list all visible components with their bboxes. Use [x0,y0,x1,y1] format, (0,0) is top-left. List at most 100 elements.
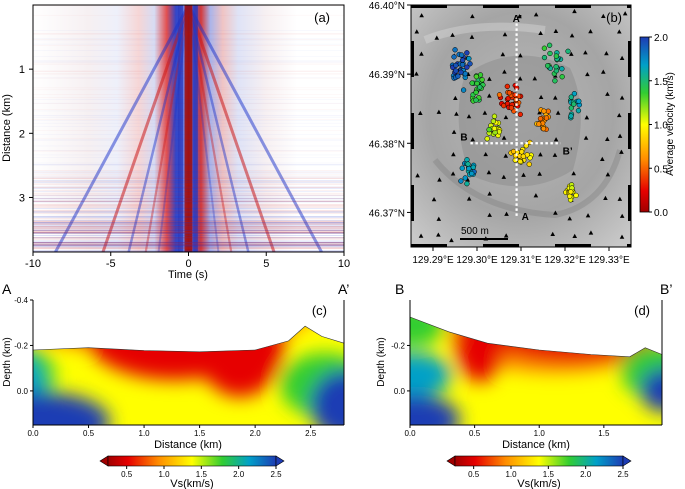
b-ytick-label: 46.40°N [369,1,405,12]
station-marker [585,213,591,218]
station-marker [569,51,574,56]
station-marker [466,196,472,201]
c-colorbar-tick-label: 2.5 [270,470,282,479]
panel-a: -10 -5 0 5 10 1 2 3 (a) Time (s) Distance (km) [1,4,350,281]
vs-colorbar-c [107,455,277,467]
panel-a-ylabel: Distance (km) [1,94,13,162]
station-marker [603,195,608,200]
d-colorbar-tick-label: 2.5 [617,470,629,479]
zero-lag-band [184,5,193,252]
a-xtick-label: -10 [25,258,41,270]
a-ytick-label: 1 [19,64,25,76]
station-marker [419,51,424,56]
velocity-point [546,42,553,48]
station-marker [553,137,559,142]
station-marker [436,216,442,221]
vs-colorbar-c-left-arrow [99,455,109,467]
station-marker [567,216,573,221]
panel-d-label: (d) [634,303,650,318]
profile-A-start-label: A [522,212,529,223]
station-marker [601,13,606,18]
station-marker [588,230,594,235]
station-marker [588,28,593,34]
velocity-point [458,178,464,184]
vs-colorbar-d-left-arrow [446,455,456,467]
station-marker [583,50,588,55]
wavefront-4-acausal [54,5,190,252]
velocity-point [458,52,465,58]
velocity-colorbar-label: Average velocity (km/s) [665,72,676,176]
station-marker [552,95,558,100]
station-marker [583,135,589,140]
profile-A-end-label: A’ [513,14,523,25]
station-marker [538,30,543,36]
velocity-point [576,98,582,104]
vs-colorbar-d-label: Vs(km/s) [517,478,560,489]
velocity-point [573,192,579,199]
station-marker [483,151,489,157]
panel-c-label: (c) [312,303,327,318]
station-marker [599,156,605,161]
d-colorbar-tick-label: 1.5 [543,470,555,479]
panel-d-xlabel: Distance (km) [502,439,570,451]
surface-line-d [409,316,663,358]
vs-colorbar-c-right-arrow [275,455,285,467]
station-marker [502,69,507,74]
c-colorbar-tick-label: 2.0 [233,470,245,479]
station-marker [502,32,508,37]
station-marker [451,129,457,134]
station-marker [538,152,543,157]
velocity-point [553,64,559,70]
station-marker [617,133,623,138]
velocity-point [575,108,582,114]
station-marker [619,213,625,218]
station-marker [414,71,419,76]
velocity-point [559,74,565,80]
velocity-point [484,136,490,142]
velocity-point [459,62,466,68]
velocity-point [506,90,513,96]
station-marker [553,28,559,34]
velocity-point [517,111,523,118]
wavefront-3-acausal [157,5,190,252]
station-marker [517,76,523,81]
station-marker [538,94,544,100]
station-marker [537,171,542,176]
vs-colorbar-d-right-arrow [622,455,632,467]
panel-a-xlabel: Time (s) [168,269,208,281]
c-colorbar-tick-label: 0.5 [121,470,133,479]
a-xtick-label: 5 [263,258,269,270]
velocity-point [559,66,565,72]
velocity-point [568,113,574,119]
station-marker [465,177,470,182]
panel-a-label: (a) [314,10,330,25]
panel-d: B B’ 0.0 0.5 1.0 1.5 -0.2 0.0 (d) Distance (k… [376,281,672,489]
wavefront-4-causal [187,5,323,252]
c-xtick-label: 1.5 [194,429,206,438]
c-colorbar-tick-label: 1.0 [158,470,170,479]
d-colorbar-tick-label: 2.0 [580,470,592,479]
station-marker [504,211,509,216]
station-marker [449,237,454,243]
velocity-point [517,158,523,165]
b-xtick-label: 129.33°E [588,255,630,266]
c-ytick-label: -0.2 [14,341,28,350]
panel-b: A’ A B B’ 129.29°E 129.30°E 129.31°E 129.32°E 12… [369,1,676,266]
station-marker [619,95,625,100]
c-xtick-label: 0.5 [83,429,95,438]
velocity-point [568,94,574,100]
b-colorbar-tick-label: 0.5 [654,164,668,175]
velocity-point [565,48,571,54]
station-marker [437,177,442,182]
station-marker [482,110,488,115]
station-marker [431,197,437,202]
station-marker [450,32,455,37]
velocity-point [469,80,475,86]
velocity-point [464,157,470,163]
b-xtick-label: 129.31°E [500,255,542,266]
wavefront-0-causal [187,5,276,252]
velocity-point [466,55,472,62]
velocity-point [541,54,548,61]
velocity-point [541,108,547,114]
velocity-point [552,78,558,84]
